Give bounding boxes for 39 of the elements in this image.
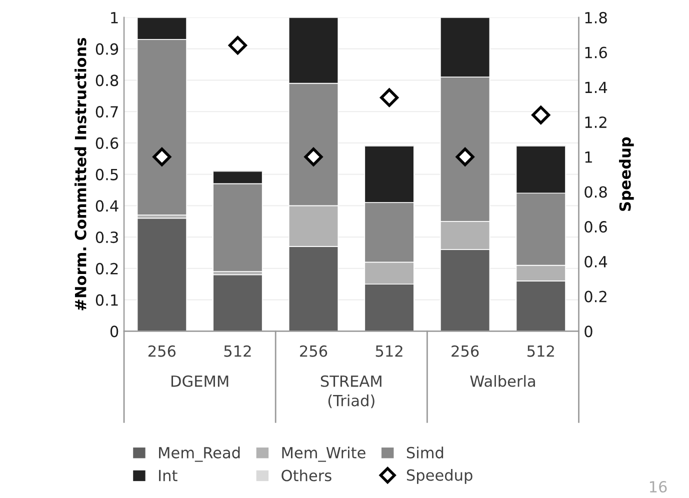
- y2-tick-label: 1.4: [585, 82, 608, 93]
- y2-tick-label: 0.8: [584, 186, 607, 198]
- y2-tick-label: 1.8: [585, 12, 607, 24]
- y-tick-label: 0.7: [96, 106, 118, 118]
- y-tick-label: 0.2: [96, 262, 118, 274]
- y-tick-label: 0.9: [96, 43, 118, 55]
- x-tick-label: 512: [224, 345, 251, 357]
- legend-label: Simd: [406, 446, 444, 458]
- y-tick-label: 1: [111, 12, 118, 24]
- legend-label: Mem_Write: [282, 446, 366, 462]
- y-tick-label: 0.5: [96, 168, 118, 180]
- y-tick-label: 0.6: [96, 137, 118, 149]
- legend-label: Mem_Read: [159, 446, 240, 462]
- legend-label: Others: [282, 469, 332, 482]
- y2-tick-label: 0: [584, 326, 592, 338]
- y-tick-label: 0.8: [96, 74, 118, 86]
- y2-tick-label: 0.4: [584, 256, 608, 268]
- x-tick-label: 256: [148, 345, 176, 357]
- y2-tick-label: 1.2: [585, 116, 606, 128]
- legend-label: Int: [159, 470, 178, 482]
- y2-tick-label: 1: [585, 152, 592, 163]
- y2-tick-label: 0.6: [584, 221, 607, 233]
- y-tick-label: 0.1: [96, 294, 118, 306]
- legend-label: Speedup: [406, 469, 472, 484]
- x-tick-label: 256: [300, 345, 328, 357]
- y-tick-label: 0.3: [96, 232, 118, 244]
- y-axis-title: #Norm. Committed Instructions: [74, 38, 86, 310]
- y2-axis-title: Speedup: [619, 137, 634, 211]
- text: Walberla: [470, 375, 535, 387]
- x-tick-label: 256: [452, 345, 479, 357]
- x-tick-label: 512: [376, 345, 402, 357]
- y2-tick-label: 1.6: [585, 46, 607, 58]
- text: 16: [650, 480, 667, 493]
- x-tick-label: 512: [527, 345, 554, 357]
- text: STREAM (Triad): [320, 375, 382, 408]
- y-tick-label: 0: [110, 326, 118, 338]
- y-tick-label: 0.4: [96, 200, 118, 212]
- y2-tick-label: 0.2: [584, 290, 606, 302]
- text: DGEMM: [172, 375, 228, 387]
